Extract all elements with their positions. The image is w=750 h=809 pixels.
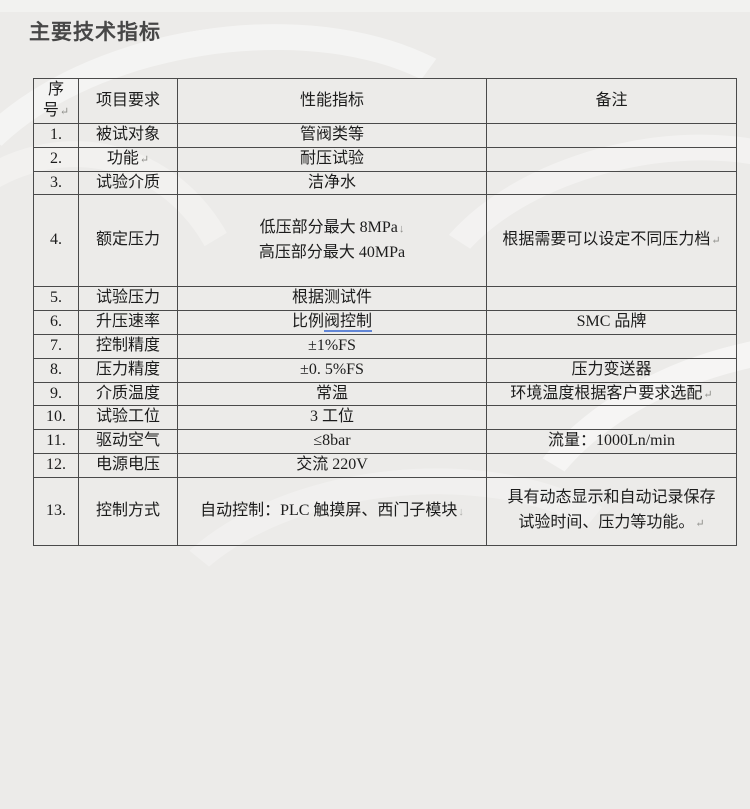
cell-item: 试验工位 — [78, 405, 178, 431]
table-row: 3. 试验介质 洁净水 — [33, 170, 737, 196]
cell-no: 2. — [33, 146, 79, 172]
header-no: 序 号↵ — [33, 78, 79, 124]
line-break-mark-icon: ↓ — [398, 223, 405, 236]
table-row: 11. 驱动空气 ≤8bar 流量：1000Ln/min — [33, 429, 737, 454]
cell-remark — [486, 146, 737, 172]
cell-remark — [486, 452, 737, 478]
table-row: 1. 被试对象 管阀类等 — [33, 123, 737, 148]
cell-remark: 压力变送器 — [486, 357, 737, 383]
cell-no: 1. — [33, 123, 79, 148]
cell-item: 功能↵ — [78, 146, 178, 172]
table-row: 4. 额定压力 低压部分最大 8MPa↓ 高压部分最大 40MPa 根据需要可以… — [33, 194, 737, 288]
table-row: 13. 控制方式 自动控制：PLC 触摸屏、西门子模块↓ 具有动态显示和自动记录… — [33, 476, 737, 546]
line-break-mark-icon: ↓ — [458, 505, 464, 518]
table-row: 7. 控制精度 ±1%FS — [33, 333, 737, 359]
cell-remark-label: 环境温度根据客户要求选配 — [510, 384, 703, 402]
spec-line-2: 高压部分最大 40MPa — [258, 243, 406, 261]
cell-spec: 3 工位 — [177, 405, 487, 431]
cell-remark — [486, 170, 737, 196]
cell-remark: SMC 品牌 — [486, 310, 737, 335]
cell-remark: 流量：1000Ln/min — [486, 429, 737, 454]
table-row: 2. 功能↵ 耐压试验 — [33, 146, 737, 172]
cell-no: 13. — [33, 476, 79, 546]
cell-spec: 交流 220V — [177, 452, 487, 478]
cell-remark: 根据需要可以设定不同压力档↵ — [486, 194, 737, 288]
cell-spec: 洁净水 — [177, 170, 487, 196]
cell-item: 控制方式 — [78, 476, 178, 546]
cell-item: 试验压力 — [78, 286, 178, 312]
cell-no: 10. — [33, 405, 79, 431]
cell-spec: 常温 — [177, 381, 487, 407]
cell-item: 额定压力 — [78, 194, 178, 288]
cell-spec: 低压部分最大 8MPa↓ 高压部分最大 40MPa — [177, 194, 487, 288]
cell-no: 3. — [33, 170, 79, 196]
cell-no: 9. — [33, 381, 79, 407]
table-row: 6. 升压速率 比例阀控制 SMC 品牌 — [33, 310, 737, 335]
cell-spec: 比例阀控制 — [177, 310, 487, 335]
table-row: 9. 介质温度 常温 环境温度根据客户要求选配↵ — [33, 381, 737, 407]
cell-no: 7. — [33, 333, 79, 359]
cell-no: 5. — [33, 286, 79, 312]
header-spec: 性能指标 — [177, 78, 487, 124]
cell-item: 被试对象 — [78, 123, 178, 148]
cell-spec: 根据测试件 — [177, 286, 487, 312]
table-row: 12. 电源电压 交流 220V — [33, 452, 737, 478]
paragraph-mark-icon: ↵ — [695, 518, 705, 531]
cell-item: 驱动空气 — [78, 429, 178, 454]
cell-item: 电源电压 — [78, 452, 178, 478]
spec-table: 序 号↵ 项目要求 性能指标 备注 1. 被试对象 管阀类等 2. 功能↵ 耐压… — [33, 78, 737, 546]
table-row: 10. 试验工位 3 工位 — [33, 405, 737, 431]
spec-line-1: 低压部分最大 8MPa↓ — [182, 216, 482, 241]
header-no-label: 序 号 — [42, 81, 64, 119]
cell-spec: ≤8bar — [177, 429, 487, 454]
cell-item: 控制精度 — [78, 333, 178, 359]
cell-item-label: 功能 — [106, 149, 139, 167]
table-row: 8. 压力精度 ±0. 5%FS 压力变送器 — [33, 357, 737, 383]
cell-spec-label: 自动控制：PLC 触摸屏、西门子模块 — [200, 501, 458, 519]
paragraph-mark-icon: ↵ — [703, 388, 713, 401]
page-top-highlight — [0, 0, 750, 12]
table-row: 5. 试验压力 根据测试件 — [33, 286, 737, 312]
cell-remark — [486, 333, 737, 359]
cell-remark — [486, 405, 737, 431]
cell-remark: 具有动态显示和自动记录保存 试验时间、压力等功能。↵ — [486, 476, 737, 546]
cell-remark — [486, 123, 737, 148]
paragraph-mark-icon: ↵ — [139, 153, 150, 166]
cell-spec: 耐压试验 — [177, 146, 487, 172]
cell-no: 4. — [33, 194, 79, 288]
remark-line-1: 具有动态显示和自动记录保存 — [507, 489, 716, 507]
cell-no: 12. — [33, 452, 79, 478]
cell-item: 升压速率 — [78, 310, 178, 335]
cell-item: 介质温度 — [78, 381, 178, 407]
cell-spec: ±1%FS — [177, 333, 487, 359]
remark-line-2: 试验时间、压力等功能。↵ — [491, 511, 732, 536]
cell-spec-underlined-text: 阀控制 — [324, 313, 373, 333]
page-title: 主要技术指标 — [29, 21, 161, 44]
paragraph-mark-icon: ↵ — [711, 235, 721, 248]
cell-no: 11. — [33, 429, 79, 454]
cell-spec: 管阀类等 — [177, 123, 487, 148]
table-header-row: 序 号↵ 项目要求 性能指标 备注 — [33, 78, 737, 124]
header-item: 项目要求 — [78, 78, 178, 124]
cell-spec: ±0. 5%FS — [177, 357, 487, 383]
cell-spec: 自动控制：PLC 触摸屏、西门子模块↓ — [177, 476, 487, 546]
cell-item: 压力精度 — [78, 357, 178, 383]
spec-line-1-text: 低压部分最大 8MPa — [259, 219, 398, 237]
cell-spec-prefix: 比例 — [291, 313, 324, 331]
header-remark: 备注 — [486, 78, 737, 124]
remark-line-2-text: 试验时间、压力等功能。 — [518, 514, 695, 532]
cell-remark — [486, 286, 737, 312]
cell-remark-label: 根据需要可以设定不同压力档 — [502, 231, 711, 249]
cell-no: 6. — [33, 310, 79, 335]
paragraph-mark-icon: ↵ — [59, 106, 70, 118]
cell-item: 试验介质 — [78, 170, 178, 196]
cell-no: 8. — [33, 357, 79, 383]
cell-remark: 环境温度根据客户要求选配↵ — [486, 381, 737, 407]
